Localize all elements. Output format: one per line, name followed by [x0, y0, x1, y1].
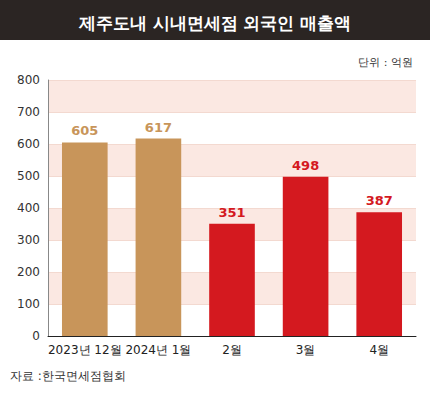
svg-text:0: 0	[32, 329, 40, 343]
svg-text:300: 300	[17, 233, 40, 247]
svg-text:2월: 2월	[222, 343, 242, 357]
svg-text:단위 : 억원: 단위 : 억원	[358, 56, 413, 69]
svg-text:605: 605	[71, 123, 98, 138]
svg-text:700: 700	[17, 105, 40, 119]
svg-text:387: 387	[366, 193, 393, 208]
svg-text:500: 500	[17, 169, 40, 183]
svg-text:617: 617	[145, 120, 172, 135]
svg-text:498: 498	[292, 158, 319, 173]
svg-text:400: 400	[17, 201, 40, 215]
svg-text:제주도내 시내면세점 외국인 매출액: 제주도내 시내면세점 외국인 매출액	[78, 13, 352, 33]
svg-text:200: 200	[17, 265, 40, 279]
svg-text:600: 600	[17, 137, 40, 151]
svg-text:3월: 3월	[296, 343, 316, 357]
svg-text:800: 800	[17, 73, 40, 87]
svg-text:100: 100	[17, 297, 40, 311]
svg-text:4월: 4월	[369, 343, 389, 357]
svg-text:351: 351	[218, 205, 245, 220]
svg-text:자료 :한국면세점협회: 자료 :한국면세점협회	[10, 369, 126, 383]
svg-text:2024년 1월: 2024년 1월	[125, 343, 191, 357]
svg-text:2023년 12월: 2023년 12월	[48, 343, 122, 357]
